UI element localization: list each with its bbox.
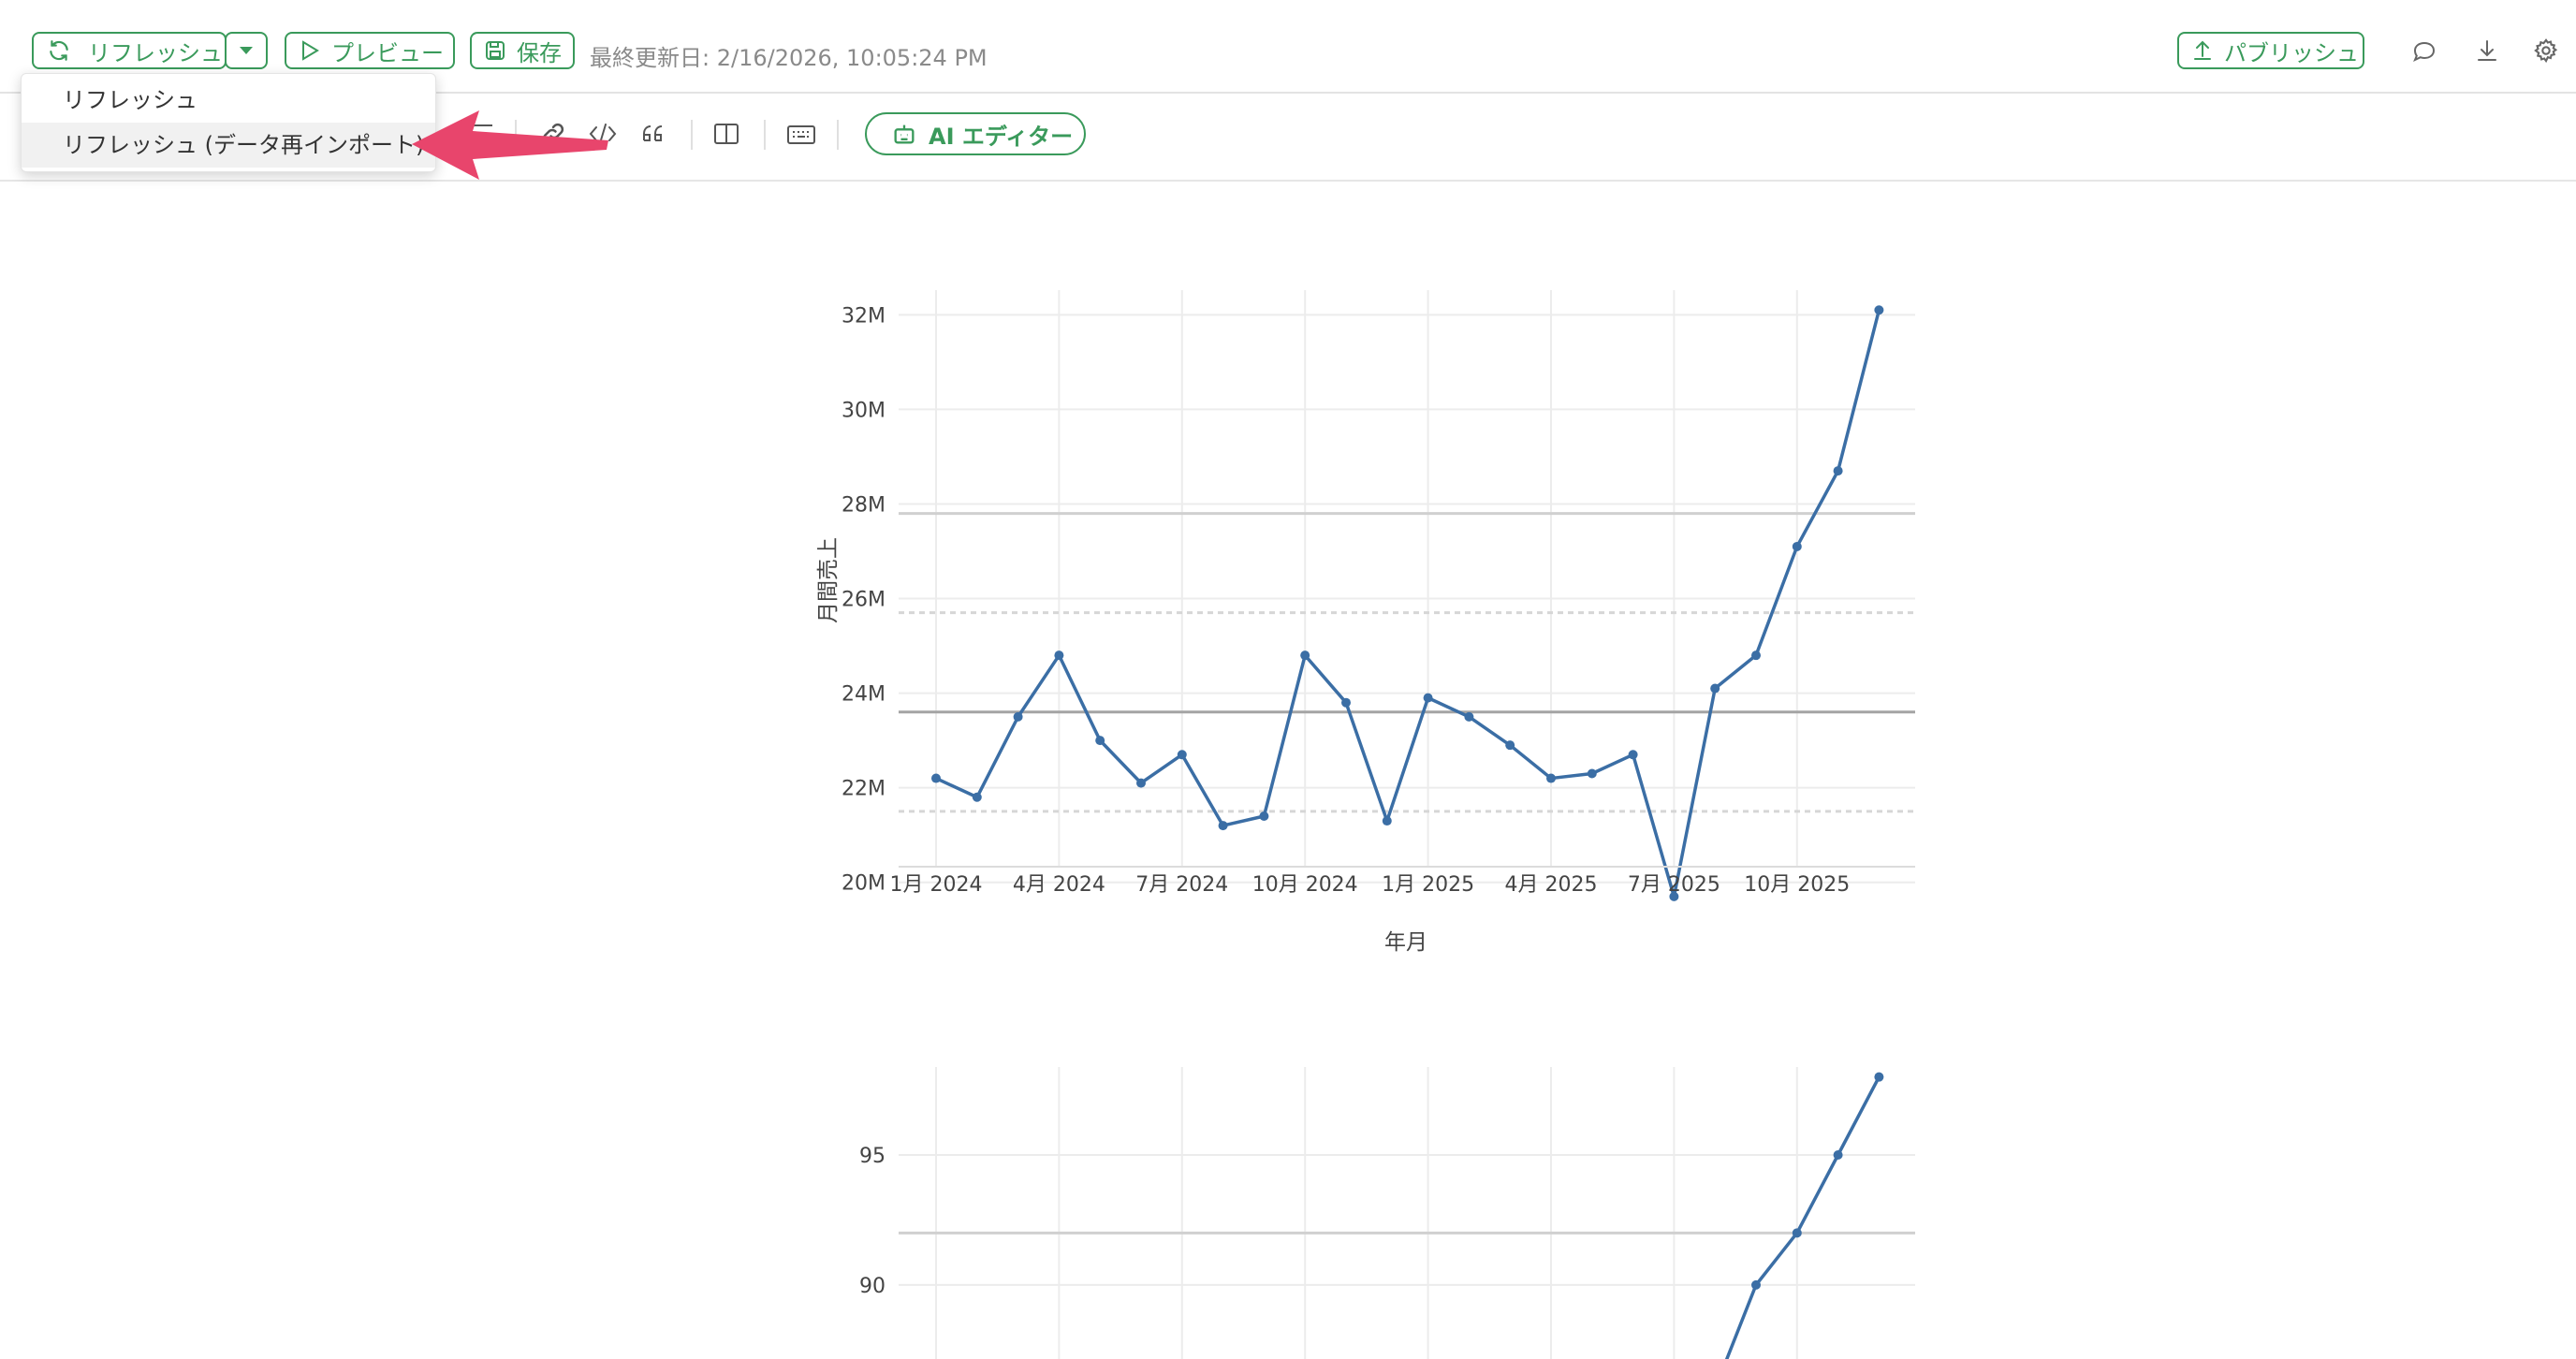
sales-line-chart: 20M 22M 24M 26M 28M 30M 32M 1月 2024 4月 2024 7月 20… — [816, 290, 1915, 955]
y-tick-label: 28M — [842, 493, 886, 517]
download-icon[interactable] — [2475, 37, 2499, 64]
series-line — [935, 309, 1881, 899]
ai-editor-button[interactable]: AI エディター — [865, 112, 1086, 155]
data-point — [1751, 650, 1761, 661]
comment-icon[interactable] — [2411, 39, 2437, 64]
save-button[interactable]: 保存 — [470, 32, 575, 69]
data-point — [1587, 768, 1597, 779]
x-tick-label: 10月 2025 — [1744, 873, 1850, 897]
refresh-dropdown-menu: リフレッシュ リフレッシュ (データ再インポート) — [21, 73, 436, 172]
data-point — [1464, 711, 1474, 722]
x-axis-title: 年月 — [1384, 930, 1427, 955]
menu-item-refresh-label: リフレッシュ — [63, 87, 198, 113]
data-point — [972, 792, 982, 802]
data-point — [1218, 821, 1228, 831]
x-tick-label: 1月 2025 — [1382, 873, 1474, 897]
data-point — [1013, 711, 1023, 722]
play-icon — [302, 40, 319, 61]
toolbar-divider — [691, 120, 693, 150]
data-point — [1136, 778, 1146, 788]
y-tick-label: 20M — [842, 872, 886, 896]
y-tick-label: 90 — [859, 1275, 886, 1298]
y-tick-label: 22M — [842, 778, 886, 801]
data-point — [1710, 683, 1720, 694]
preview-button-label: プレビュー — [331, 39, 444, 66]
toolbar-divider — [837, 120, 839, 150]
x-tick-label: 7月 2024 — [1135, 873, 1228, 897]
data-point — [1054, 650, 1064, 661]
upload-icon — [2194, 40, 2211, 60]
refresh-dropdown-toggle[interactable] — [225, 32, 268, 69]
gear-icon[interactable] — [2533, 37, 2559, 64]
data-point — [1628, 750, 1638, 760]
x-tick-label: 10月 2024 — [1252, 873, 1358, 897]
ai-editor-label: AI エディター — [929, 123, 1074, 150]
second-line-chart: 90 95 — [859, 1067, 1915, 1359]
data-point — [1300, 650, 1310, 661]
refresh-button-label: リフレッシュ — [88, 39, 223, 66]
preview-button[interactable]: プレビュー — [285, 32, 455, 69]
y-tick-label: 24M — [842, 683, 886, 707]
save-icon — [486, 41, 505, 60]
data-point — [1382, 816, 1392, 826]
data-point — [1546, 773, 1556, 783]
y-tick-label: 26M — [842, 589, 886, 612]
caret-down-icon — [240, 47, 253, 54]
data-point — [1095, 736, 1105, 746]
menu-item-refresh-reimport[interactable]: リフレッシュ (データ再インポート) — [22, 123, 435, 168]
save-button-label: 保存 — [517, 39, 562, 66]
data-point — [1177, 750, 1187, 760]
data-point — [1751, 1279, 1761, 1290]
publish-button-label: パブリッシュ — [2224, 39, 2359, 66]
align-icon[interactable] — [468, 118, 496, 146]
x-tick-label: 4月 2024 — [1013, 873, 1105, 897]
data-point — [1874, 305, 1884, 315]
data-point — [1874, 1072, 1884, 1082]
data-point — [1833, 466, 1843, 476]
quote-icon[interactable] — [640, 120, 668, 148]
x-tick-label: 7月 2025 — [1628, 873, 1720, 897]
data-point — [1833, 1150, 1843, 1160]
data-point — [1259, 811, 1269, 821]
publish-button[interactable]: パブリッシュ — [2177, 32, 2364, 69]
y-tick-label: 30M — [842, 399, 886, 422]
data-point — [931, 773, 941, 783]
menu-item-refresh[interactable]: リフレッシュ — [22, 78, 435, 123]
x-tick-label: 1月 2024 — [890, 873, 983, 897]
data-point — [1423, 693, 1433, 703]
y-tick-label: 95 — [859, 1145, 886, 1168]
menu-item-refresh-reimport-label: リフレッシュ (データ再インポート) — [63, 132, 425, 158]
y-tick-label: 32M — [842, 304, 886, 328]
columns-icon[interactable] — [713, 122, 739, 146]
data-point — [1792, 1228, 1802, 1238]
refresh-button[interactable]: リフレッシュ — [32, 32, 227, 69]
toolbar-divider — [764, 120, 766, 150]
data-point — [1341, 697, 1351, 708]
data-point — [1792, 541, 1802, 551]
robot-icon — [894, 124, 915, 144]
y-axis-title: 月間売上 — [816, 537, 841, 623]
last-updated-text: 最終更新日: 2/16/2026, 10:05:24 PM — [590, 45, 988, 71]
data-point — [1669, 891, 1679, 901]
data-point — [1505, 740, 1515, 751]
refresh-icon — [50, 40, 68, 61]
keyboard-icon[interactable] — [786, 124, 816, 146]
x-tick-label: 4月 2025 — [1505, 873, 1598, 897]
